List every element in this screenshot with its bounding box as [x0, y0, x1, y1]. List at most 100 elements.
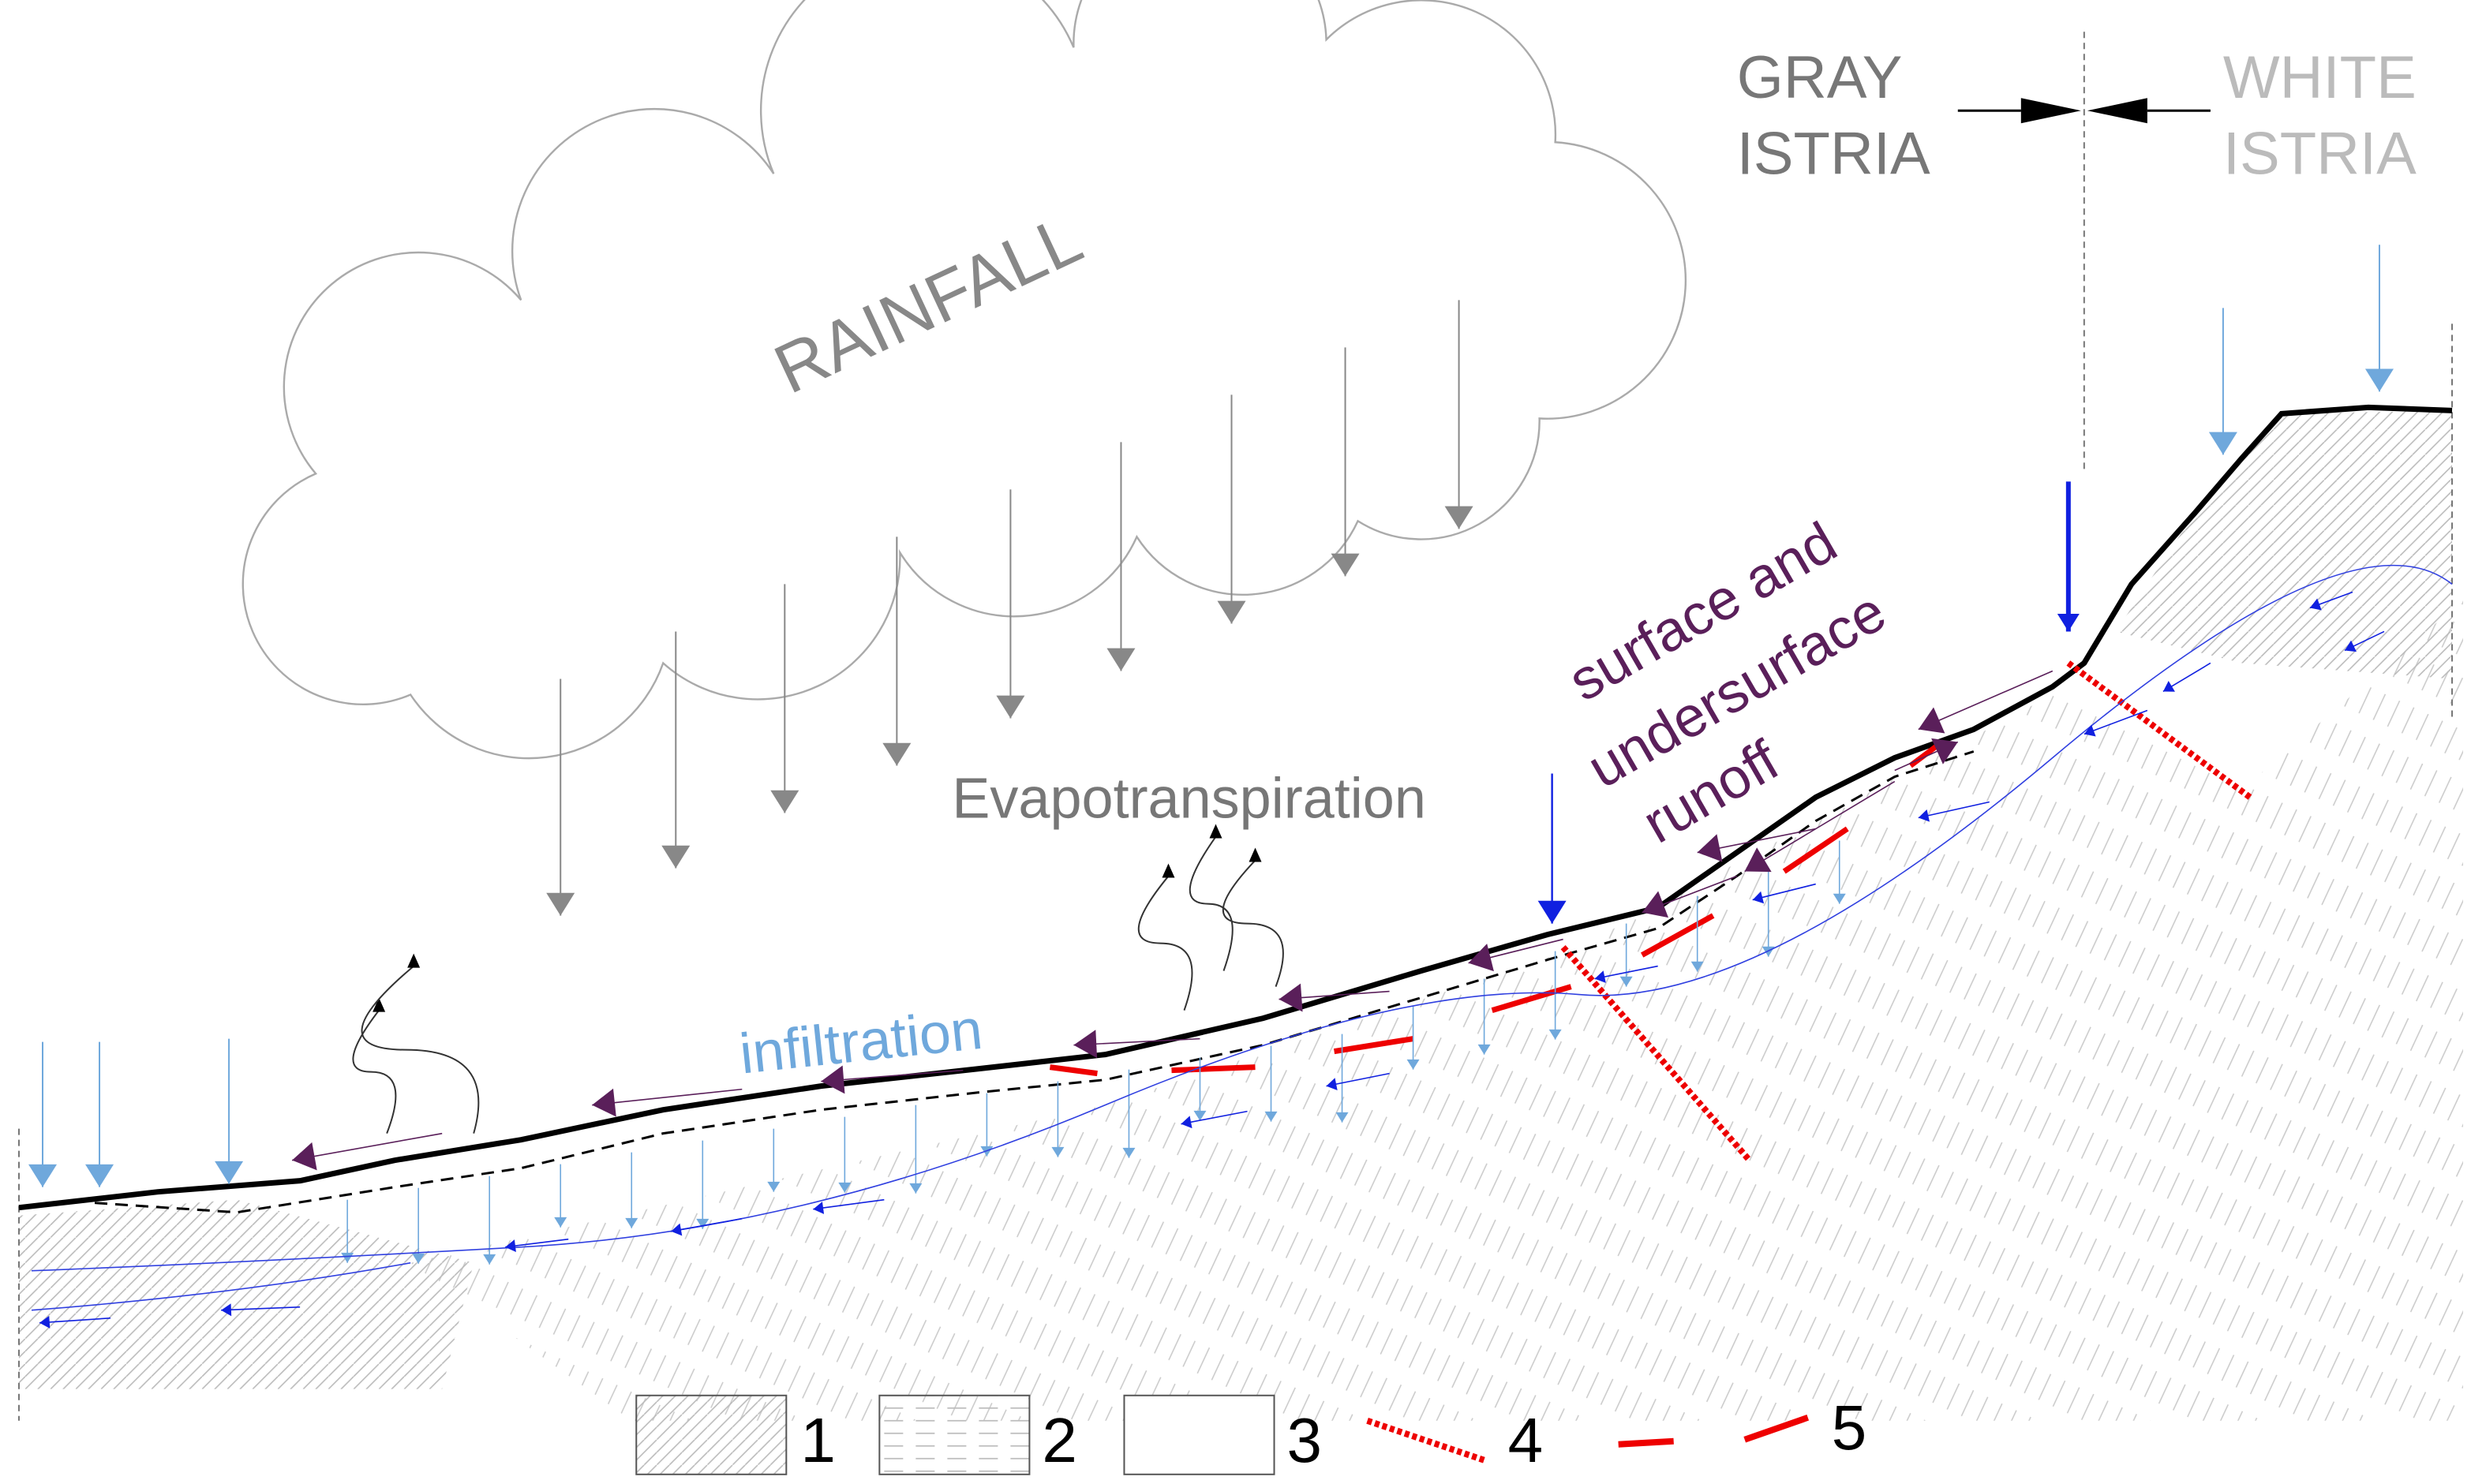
fault [1560, 660, 2252, 1163]
groundwater-arrow-head [1752, 891, 1765, 904]
runoff-arrow-head [1642, 891, 1669, 918]
rain-arrow-head [215, 1161, 244, 1184]
infiltration-arrow-head [341, 1252, 354, 1263]
groundwater-arrow [221, 1306, 301, 1311]
gray-istria: GRAY [1737, 44, 1903, 111]
evapotranspiration-line [361, 965, 480, 1134]
groundwater-arrow [2084, 709, 2148, 735]
runoff-arrow-head [1279, 983, 1303, 1012]
infiltration-arrow-head [1193, 1110, 1207, 1121]
legend-label: 3 [1287, 1405, 1323, 1475]
infiltration-arrow-head [625, 1217, 638, 1228]
cloud [241, 0, 1687, 760]
infiltration-arrow-head [412, 1253, 425, 1264]
evapotranspiration-head [1249, 847, 1262, 862]
rain-arrow-head [770, 790, 799, 813]
rain-arrow-head [882, 742, 912, 766]
groundwater-arrow [1594, 965, 1658, 980]
rain-arrow-head [85, 1164, 114, 1187]
infiltration-arrow-head [1122, 1147, 1136, 1158]
infiltration-arrow-head [1548, 1029, 1562, 1040]
infiltration-arrow-head [1406, 1059, 1420, 1070]
rainfall-label: RAINFALL [763, 199, 1094, 408]
legend-swatch [1123, 1394, 1275, 1475]
groundwater-arrow [1181, 1110, 1248, 1125]
evapotranspiration-head [407, 953, 421, 968]
runoff-arrow [1744, 780, 1896, 873]
groundwater-arrow-head [1326, 1078, 1338, 1090]
limestone-left [19, 1199, 474, 1389]
boundary-arrows [2020, 98, 2147, 124]
groundwater-arrow-head [1181, 1116, 1192, 1129]
rain-arrow-head [1217, 600, 1246, 624]
runoff-arrow-head [292, 1142, 317, 1171]
evapotranspiration-line [352, 1009, 397, 1134]
runoff-arrow-head [1697, 834, 1723, 862]
groundwater-flow [31, 1262, 411, 1311]
rain-arrow-head [546, 892, 575, 916]
rain-arrow-head [28, 1164, 58, 1187]
groundwater-arrow-head [2084, 724, 2096, 737]
groundwater-arrow [1752, 883, 1816, 901]
runoff-arrow [291, 1132, 443, 1161]
infiltration-arrow-head [909, 1183, 923, 1194]
infiltration-arrow-head [554, 1217, 567, 1228]
infiltration-arrow-head [1619, 976, 1633, 987]
groundwater-arrow-head [505, 1239, 516, 1253]
runoff-arrow-head [1744, 847, 1772, 873]
legend-label: 1 [800, 1405, 836, 1475]
gray-istria: ISTRIA [1737, 120, 1930, 187]
evapotranspiration-head [1209, 824, 1222, 839]
legend-swatch [1618, 1414, 1810, 1448]
legend-swatch [878, 1394, 1031, 1475]
groundwater-arrow-head [39, 1315, 51, 1329]
sinking-arrow-head [2057, 614, 2080, 632]
rain-arrow-head [2364, 368, 2394, 392]
legend-swatch [1366, 1417, 1485, 1463]
legend-label: 5 [1832, 1392, 1867, 1463]
legend-swatch [635, 1394, 788, 1475]
infiltration-arrow-head [1477, 1044, 1491, 1055]
evapotranspiration-line [1189, 835, 1234, 971]
groundwater-arrow [39, 1317, 111, 1324]
runoff-arrow-head [1918, 707, 1945, 734]
runoff-arrow-head [1931, 738, 1958, 764]
evapotranspiration-label: Evapotranspiration [952, 768, 1426, 831]
groundwater-arrow-head [2309, 598, 2322, 611]
rain-arrow-head [661, 845, 691, 869]
evapotranspiration-line [1137, 875, 1193, 1011]
infiltration-arrow-head [696, 1218, 709, 1229]
groundwater-arrow-head [671, 1223, 683, 1236]
white-istria: ISTRIA [2223, 120, 2417, 187]
evapotranspiration-line [1222, 859, 1284, 987]
groundwater-arrow-head [2162, 681, 2175, 692]
groundwater-arrow [671, 1217, 743, 1232]
runoff-arrow-head [1073, 1030, 1098, 1059]
infiltration-arrow-head [1690, 961, 1704, 972]
bedrock [410, 600, 2463, 1421]
white-istria: WHITE [2223, 44, 2417, 111]
infiltration-arrow-head [1051, 1146, 1065, 1157]
infiltration-arrow-head [1264, 1111, 1278, 1122]
infiltration-arrow-head [1833, 893, 1846, 904]
infiltration-arrow-head [1335, 1112, 1349, 1123]
sinking-arrow-head [1537, 900, 1567, 924]
groundwater-arrow [813, 1198, 885, 1210]
infiltration-arrow-head [483, 1254, 496, 1265]
fault-dashes [1049, 739, 1944, 1077]
limestone-right [2115, 410, 2452, 679]
evapotranspiration-head [373, 997, 386, 1012]
groundwater-arrow-head [1594, 970, 1606, 983]
runoff-arrow [592, 1088, 743, 1106]
runoff-arrow-head [1468, 944, 1494, 972]
evapotranspiration-head [1162, 863, 1175, 878]
groundwater-arrow [505, 1238, 569, 1248]
rain-arrow-head [1331, 553, 1360, 577]
runoff-arrow-head [821, 1065, 845, 1094]
legend-label: 2 [1042, 1405, 1077, 1475]
groundwater-arrow-head [1918, 809, 1930, 822]
groundwater-flow [31, 564, 2453, 1272]
groundwater-arrow-head [2344, 640, 2357, 652]
